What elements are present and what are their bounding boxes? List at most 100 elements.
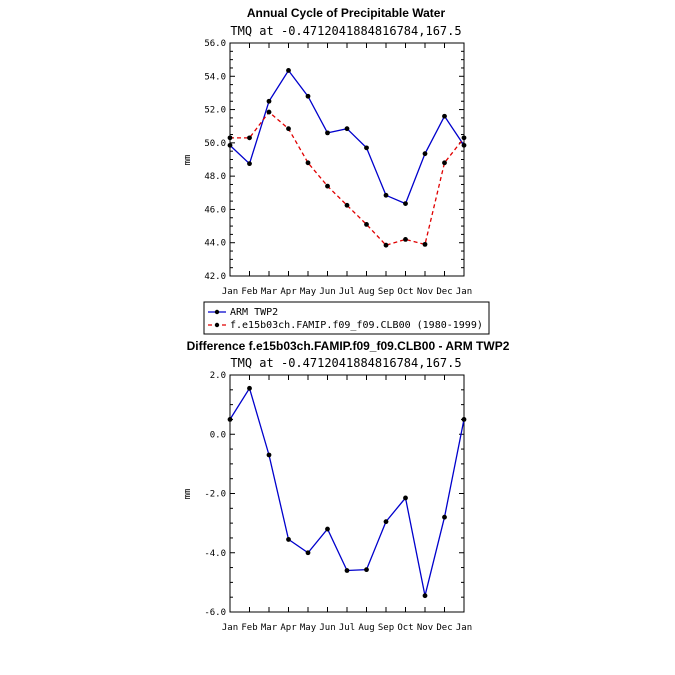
top-ytick-label-2: 46.0 [204, 205, 226, 215]
bot-xtick-label-4: May [300, 623, 317, 633]
top-series-1-point-4 [305, 160, 311, 166]
top-x-ticks: Jan Feb Mar Apr May Jun Jul Aug Sep Oct Nov Dec Jan [222, 43, 472, 297]
top-ytick-label-0: 42.0 [204, 272, 226, 282]
top-series-1-point-11 [442, 160, 447, 166]
top-ytick-label-6: 54.0 [204, 72, 226, 82]
bot-series-0-point-12 [461, 417, 467, 422]
top-xtick-label-9: Oct [397, 287, 413, 297]
bot-series-0-point-5 [325, 526, 330, 532]
bot-series-0-point-9 [403, 495, 408, 501]
top-chart-title: Annual Cycle of Precipitable Water [247, 6, 446, 20]
bottom-chart-subtitle: TMQ at -0.4712041884816784,167.5 [230, 356, 461, 370]
bot-series-0-point-1 [247, 385, 252, 391]
top-series-0-point-11 [442, 113, 447, 119]
legend-label-model: f.e15b03ch.FAMIP.f09_f09.CLB00 (1980-199… [230, 320, 483, 331]
bot-series-0-point-11 [442, 514, 447, 520]
bot-series-0-point-3 [286, 537, 291, 542]
top-xtick-label-5: Jun [319, 287, 335, 297]
top-series-1-point-7 [364, 222, 369, 227]
bot-ytick-label-0: -6.0 [204, 608, 226, 618]
top-series-0-point-12 [461, 142, 467, 148]
bot-series-0-point-0 [227, 417, 233, 422]
bot-series-0-point-7 [364, 567, 369, 573]
legend-marker-arm [214, 309, 220, 315]
top-chart: Annual Cycle of Precipitable Water TMQ a… [183, 6, 472, 297]
top-xtick-label-3: Apr [280, 287, 297, 297]
legend-marker-model [214, 322, 220, 328]
top-series-line-0 [229, 69, 465, 205]
top-xtick-label-7: Aug [358, 287, 374, 297]
bot-xtick-label-2: Mar [261, 623, 278, 633]
top-series-1-point-1 [247, 135, 252, 141]
top-series-0-point-10 [422, 151, 428, 157]
top-series-1-point-3 [286, 126, 291, 132]
top-series-1-point-6 [344, 202, 350, 208]
legend-box [203, 301, 490, 335]
top-series-0-point-7 [364, 145, 369, 151]
top-series-0-point-3 [286, 68, 291, 73]
bot-xtick-label-6: Jul [339, 623, 355, 633]
bot-ytick-label-1: -4.0 [204, 549, 226, 559]
top-plot-frame [229, 42, 465, 277]
bot-ytick-label-4: 2.0 [210, 371, 226, 381]
top-series-group [227, 68, 467, 248]
bot-series-line-0 [229, 386, 465, 596]
bottom-y-ticks: -6.0 -4.0 -2.0 0.0 2.0 [204, 371, 464, 618]
bot-series-0-point-10 [422, 593, 428, 599]
top-xtick-label-1: Feb [241, 287, 257, 297]
top-series-line-1 [230, 111, 465, 246]
bottom-series-group [227, 385, 467, 599]
bot-xtick-label-9: Oct [397, 623, 413, 633]
top-series-0-point-4 [305, 93, 311, 99]
top-xtick-label-6: Jul [339, 287, 355, 297]
top-series-0-point-2 [266, 98, 272, 104]
bot-series-0-point-2 [266, 452, 272, 458]
bot-series-0-point-8 [383, 519, 389, 525]
top-series-0-point-8 [383, 192, 389, 198]
top-xtick-label-4: May [300, 287, 317, 297]
top-ytick-label-1: 44.0 [204, 239, 226, 249]
bottom-chart: Difference f.e15b03ch.FAMIP.f09_f09.CLB0… [183, 339, 510, 633]
legend-label-arm: ARM TWP2 [230, 307, 278, 318]
bottom-x-ticks: Jan Feb Mar Apr May Jun Jul Aug Sep Oct Nov Dec Jan [222, 375, 472, 633]
top-series-0-point-6 [344, 126, 350, 132]
top-xtick-label-10: Nov [417, 287, 433, 297]
bot-ytick-label-3: 0.0 [210, 430, 226, 440]
top-xtick-label-2: Mar [261, 287, 278, 297]
top-series-1-point-2 [266, 109, 272, 115]
top-ytick-label-4: 50.0 [204, 139, 226, 149]
top-ytick-label-3: 48.0 [204, 172, 226, 182]
top-series-1-point-10 [422, 241, 428, 247]
top-series-0-point-1 [247, 161, 252, 167]
top-xtick-label-12: Jan [456, 287, 472, 297]
bot-xtick-label-11: Dec [436, 623, 452, 633]
bottom-plot-frame [229, 374, 465, 613]
bot-xtick-label-7: Aug [358, 623, 374, 633]
bot-xtick-label-1: Feb [241, 623, 257, 633]
bottom-chart-title: Difference f.e15b03ch.FAMIP.f09_f09.CLB0… [187, 339, 510, 353]
bot-xtick-label-5: Jun [319, 623, 335, 633]
top-series-0-point-0 [227, 142, 233, 148]
top-y-axis-label: mm [183, 155, 193, 166]
legend: ARM TWP2 f.e15b03ch.FAMIP.f09_f09.CLB00 … [203, 301, 490, 335]
top-series-1-point-8 [383, 242, 389, 248]
top-y-ticks: 42.0 44.0 46.0 48.0 50.0 52.0 54.0 56.0 [204, 39, 464, 282]
top-chart-subtitle: TMQ at -0.4712041884816784,167.5 [230, 24, 461, 38]
top-xtick-label-0: Jan [222, 287, 238, 297]
top-series-1-point-5 [325, 183, 330, 189]
top-ytick-label-5: 52.0 [204, 106, 226, 116]
bot-ytick-label-2: -2.0 [204, 490, 226, 500]
bot-xtick-label-10: Nov [417, 623, 433, 633]
bot-xtick-label-3: Apr [280, 623, 297, 633]
top-series-1-point-9 [403, 236, 408, 242]
bottom-y-axis-label: mm [183, 489, 193, 500]
top-series-0-point-5 [325, 130, 330, 136]
bot-xtick-label-0: Jan [222, 623, 238, 633]
top-series-1-point-0 [227, 135, 233, 141]
bot-series-0-point-4 [305, 550, 311, 556]
top-xtick-label-11: Dec [436, 287, 452, 297]
top-series-0-point-9 [403, 201, 408, 207]
bot-xtick-label-8: Sep [378, 623, 394, 633]
top-ytick-label-7: 56.0 [204, 39, 226, 49]
